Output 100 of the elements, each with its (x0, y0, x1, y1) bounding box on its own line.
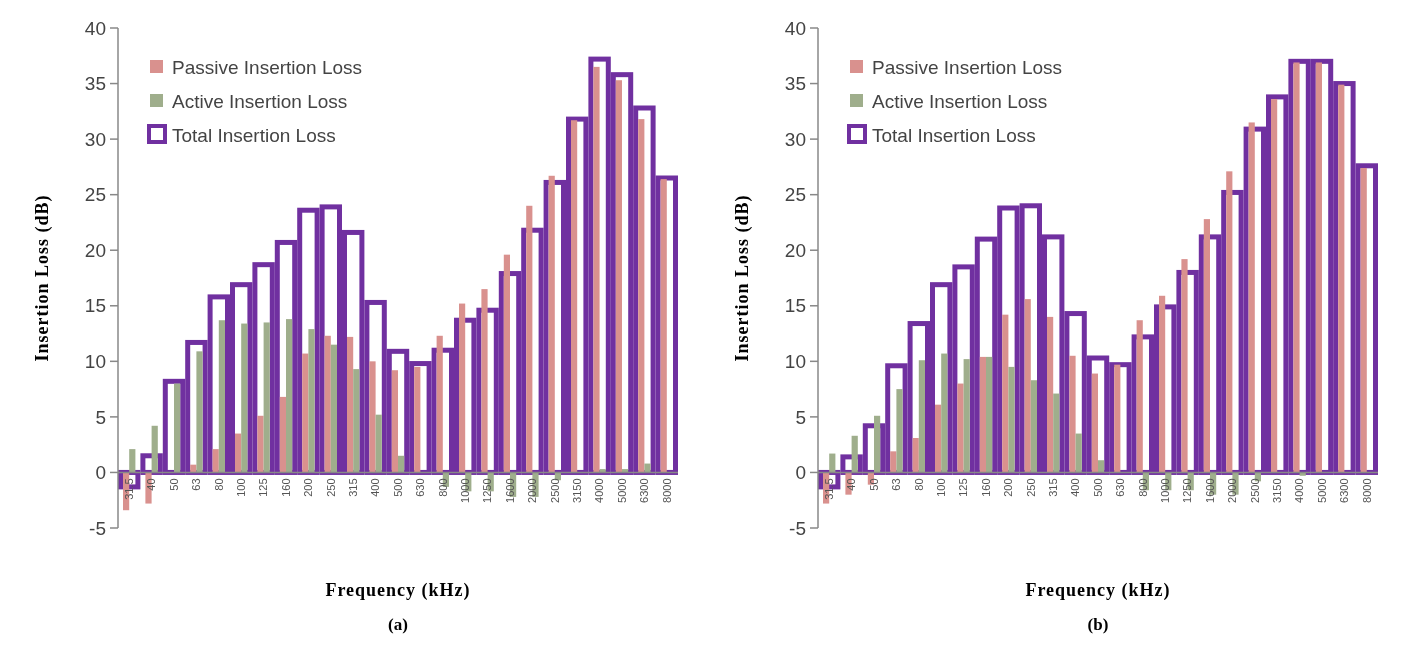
x-tick-label: 80 (212, 478, 225, 491)
x-tick-label: 160 (979, 478, 992, 497)
bar (503, 254, 510, 473)
x-tick-label: 1000 (459, 478, 472, 503)
x-tick-label: 5000 (615, 478, 628, 503)
x-tick-label: 315 (1047, 478, 1060, 497)
y-tick-label: 0 (795, 462, 806, 484)
x-tick-label: 200 (302, 478, 315, 497)
bar (369, 361, 376, 473)
bar (1114, 364, 1121, 473)
text: (b) (1087, 615, 1109, 634)
bar (308, 329, 315, 473)
y-tick-label: 0 (95, 462, 106, 484)
x-tick-label: 63 (190, 478, 203, 491)
bar (330, 344, 337, 473)
y-tick-label: 5 (795, 406, 806, 428)
legend-label: Passive Insertion Loss (872, 56, 1063, 78)
x-tick-label: 630 (1114, 478, 1127, 497)
y-tick-label: 25 (784, 184, 806, 206)
bar (302, 353, 309, 473)
bar (912, 438, 919, 473)
x-axis-title: Frequency (kHz) (325, 580, 471, 601)
bar (957, 383, 964, 473)
y-tick-label: 35 (784, 73, 806, 95)
bar (1091, 373, 1098, 473)
x-tick-label: 200 (1002, 478, 1015, 497)
legend-label: Total Insertion Loss (872, 124, 1036, 146)
y-tick-label: 15 (784, 295, 806, 317)
bar (174, 383, 181, 473)
bar (896, 389, 903, 473)
legend-label: Total Insertion Loss (172, 124, 336, 146)
bar (1053, 393, 1060, 473)
bar (1008, 366, 1015, 473)
bar (257, 415, 264, 473)
x-tick-label: 4000 (593, 478, 606, 503)
bar (391, 370, 398, 473)
bar (1030, 380, 1037, 473)
y-tick-label: 40 (784, 17, 806, 39)
bar (874, 415, 881, 473)
y-tick-label: 20 (784, 239, 806, 261)
x-tick-label: 100 (235, 478, 248, 497)
x-tick-label: 31.5 (823, 478, 836, 500)
x-tick-label: 800 (436, 478, 449, 497)
x-tick-label: 3150 (571, 478, 584, 503)
legend-label: Active Insertion Loss (872, 90, 1048, 112)
y-tick-label: 25 (84, 184, 106, 206)
bar (1024, 299, 1031, 473)
x-tick-label: 500 (391, 478, 404, 497)
x-tick-label: 63 (890, 478, 903, 491)
bar (324, 335, 331, 473)
y-axis-title: Insertion Loss (dB) (732, 194, 753, 362)
x-tick-label: 2000 (1226, 478, 1239, 503)
x-tick-label: 125 (957, 478, 970, 497)
y-tick-label: 20 (84, 239, 106, 261)
x-tick-label: 1250 (481, 478, 494, 503)
x-tick-label: 6300 (1338, 478, 1351, 503)
x-tick-label: 6300 (638, 478, 651, 503)
bar (979, 356, 986, 473)
bar (644, 463, 651, 473)
x-tick-label: 160 (279, 478, 292, 497)
bar (414, 366, 421, 473)
x-tick-label: 400 (1069, 478, 1082, 497)
y-tick-label: 5 (95, 406, 106, 428)
bar (279, 396, 286, 473)
bar (353, 369, 360, 473)
bar (941, 353, 948, 473)
bar (890, 451, 897, 473)
bar (375, 414, 382, 473)
x-tick-label: 250 (324, 478, 337, 497)
x-tick-label: 31.5 (123, 478, 136, 500)
bar (986, 356, 993, 473)
bar (347, 336, 354, 473)
x-tick-label: 630 (414, 478, 427, 497)
x-tick-label: 8000 (660, 478, 673, 503)
y-tick-label: -5 (89, 517, 106, 539)
bar (935, 404, 942, 473)
x-tick-label: 40 (145, 478, 158, 491)
x-tick-label: 2500 (1248, 478, 1261, 503)
x-tick-label: 1600 (1203, 478, 1216, 503)
x-tick-label: 3150 (1271, 478, 1284, 503)
bar (851, 435, 858, 473)
x-tick-label: 2000 (526, 478, 539, 503)
bar (398, 455, 405, 473)
legend-label: Passive Insertion Loss (172, 56, 363, 78)
x-tick-label: 1000 (1159, 478, 1172, 503)
x-tick-label: 4000 (1293, 478, 1306, 503)
bar (1002, 314, 1009, 473)
x-tick-label: 800 (1136, 478, 1149, 497)
x-tick-label: 400 (369, 478, 382, 497)
y-tick-label: 10 (784, 350, 806, 372)
bar (1075, 433, 1082, 473)
bar (151, 425, 158, 473)
y-tick-label: 30 (784, 128, 806, 150)
bar (1098, 460, 1105, 473)
bar (286, 319, 293, 473)
x-tick-label: 1600 (503, 478, 516, 503)
bar (212, 449, 219, 473)
x-tick-label: 50 (167, 478, 180, 491)
y-tick-label: 40 (84, 17, 106, 39)
bar (235, 433, 242, 473)
